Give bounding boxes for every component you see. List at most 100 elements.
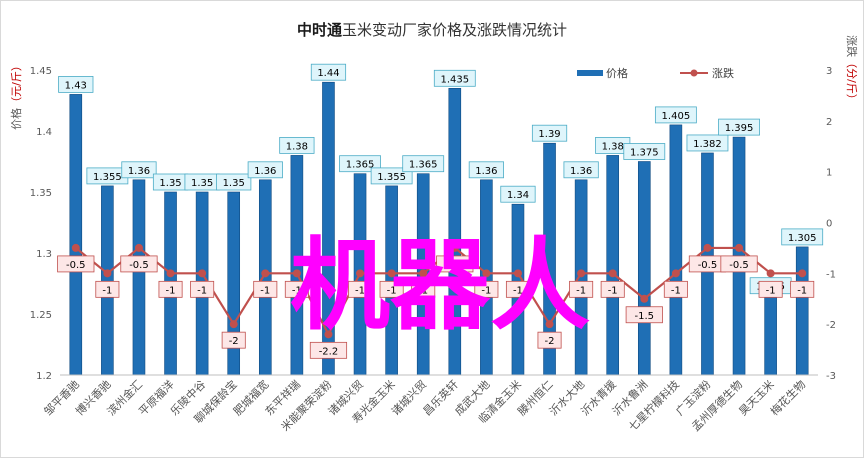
price-label: 1.35 — [191, 178, 213, 189]
change-label: -1.5 — [635, 311, 655, 322]
change-label-box — [379, 280, 404, 298]
price-bar — [669, 124, 683, 376]
change-label-box — [537, 331, 562, 349]
price-label: 1.382 — [693, 139, 722, 150]
y-left-tick-label: 1.45 — [30, 66, 52, 77]
change-label: -1 — [387, 285, 397, 296]
change-label-box — [569, 280, 594, 298]
price-label-box — [339, 155, 381, 173]
y-right-tick-label: 1 — [826, 168, 832, 179]
change-point — [545, 320, 554, 329]
price-label: 1.39 — [538, 129, 560, 140]
price-bar — [606, 155, 620, 376]
change-point — [577, 269, 586, 278]
y-axis-left-label: 价格（元/斤） — [9, 60, 23, 130]
price-bar — [258, 179, 272, 376]
y-left-tick-label: 1.3 — [36, 249, 52, 260]
change-point — [261, 269, 270, 278]
legend-change-label: 涨跌 — [712, 66, 734, 80]
y-right-tick-label: 2 — [826, 117, 832, 128]
change-label: -1 — [166, 285, 176, 296]
y-axis-right-label-text: 涨跌 — [845, 35, 859, 57]
change-point — [229, 320, 238, 329]
y-axis-left-label-text: 价格 — [9, 108, 23, 130]
change-label-box — [436, 255, 474, 273]
change-label-box — [758, 280, 783, 298]
price-label: 1.435 — [440, 74, 469, 85]
y-right-tick-label: -1 — [826, 269, 836, 280]
price-label: 1.405 — [662, 111, 691, 122]
y-left-tick-label: 1.4 — [36, 127, 52, 138]
change-point — [798, 269, 807, 278]
price-label: 1.365 — [346, 160, 375, 171]
change-label-box — [284, 280, 309, 298]
price-label-box — [686, 134, 729, 152]
price-label: 1.395 — [725, 123, 754, 134]
change-point — [671, 269, 680, 278]
y-axis-right-ticks: -3 -2 -1 0 1 2 3 — [826, 66, 836, 382]
change-labels: -0.5 -1 -0.5 -1 -1 -2 -1 -1 -2.2 -1 -1 -1 -0.5 -1 -1 -2… — [57, 255, 815, 359]
change-label: -1 — [766, 285, 776, 296]
change-label-box — [190, 280, 215, 298]
change-label: -0.5 — [66, 260, 86, 271]
price-label-box — [279, 136, 315, 154]
change-point — [640, 294, 649, 303]
price-label-box — [718, 118, 760, 136]
change-point — [513, 269, 522, 278]
price-label: 1.34 — [507, 190, 529, 201]
price-label-box — [370, 167, 413, 185]
price-label: 1.36 — [570, 166, 592, 177]
price-label-box — [781, 228, 824, 246]
y-left-tick-label: 1.25 — [30, 310, 52, 321]
change-point — [166, 269, 175, 278]
price-label: 1.375 — [630, 148, 659, 159]
change-label-box — [253, 280, 278, 298]
price-label-box — [563, 161, 599, 179]
change-label: -1 — [608, 285, 618, 296]
legend-change-marker — [690, 69, 698, 77]
price-bar — [132, 179, 146, 376]
y-left-tick-label: 1.2 — [36, 371, 52, 382]
legend-price-label: 价格 — [606, 66, 628, 80]
change-label-box — [505, 280, 530, 298]
price-label-box — [531, 124, 568, 142]
price-bar — [637, 161, 651, 376]
legend: 价格 涨跌 — [577, 66, 734, 80]
change-label-box — [221, 331, 246, 349]
change-label-box — [348, 280, 373, 298]
price-label-box — [433, 69, 476, 87]
price-bar — [795, 246, 809, 376]
price-label: 1.35 — [159, 178, 181, 189]
change-label: -0.5 — [445, 260, 465, 271]
price-label: 1.36 — [475, 166, 497, 177]
price-label: 1.35 — [223, 178, 245, 189]
price-label: 1.43 — [65, 80, 87, 91]
change-point — [482, 269, 491, 278]
price-bar — [101, 185, 114, 376]
y-axis-right-label: 涨跌（分/斤） — [845, 35, 859, 105]
change-point — [387, 269, 396, 278]
change-point — [419, 269, 428, 278]
y-axis-left-unit: （元/斤） — [10, 60, 23, 108]
change-point — [292, 269, 301, 278]
change-point — [324, 330, 333, 339]
price-label: 1.355 — [93, 172, 122, 183]
change-label-box — [158, 280, 183, 298]
change-label-box — [720, 255, 758, 273]
change-label-box — [309, 341, 348, 359]
change-label-box — [625, 306, 663, 324]
change-point — [703, 243, 712, 252]
y-right-tick-label: 3 — [826, 66, 832, 77]
change-label-box — [95, 280, 120, 298]
change-label: -1 — [576, 285, 586, 296]
y-axis-right-unit: （分/斤） — [845, 57, 858, 105]
y-right-tick-label: -3 — [826, 371, 836, 382]
change-point — [735, 243, 744, 252]
y-left-tick-label: 1.35 — [30, 188, 52, 199]
y-axis-left-ticks: 1.2 1.25 1.3 1.35 1.4 1.45 — [30, 66, 52, 382]
change-label: -1 — [671, 285, 681, 296]
change-label: -1 — [197, 285, 207, 296]
price-labels: 1.43 1.355 1.36 1.35 1.35 1.35 1.36 1.38 1.44 1.3… — [58, 63, 824, 295]
change-label-box — [57, 255, 95, 273]
